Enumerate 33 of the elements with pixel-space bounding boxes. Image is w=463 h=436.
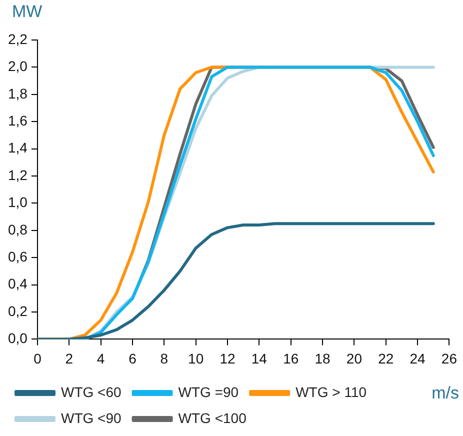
legend-label: WTG > 110 — [296, 384, 367, 400]
x-tick-label: 12 — [220, 350, 236, 366]
x-tick-label: 26 — [441, 350, 458, 366]
legend-label: WTG <90 — [61, 410, 122, 426]
x-tick-label: 4 — [96, 350, 105, 366]
y-tick-label: 1,6 — [8, 112, 28, 128]
x-tick-label: 14 — [251, 350, 268, 366]
x-tick-label: 10 — [188, 350, 204, 366]
y-tick-label: 2,0 — [8, 58, 28, 74]
y-tick-label: 0,4 — [8, 276, 28, 292]
y-tick-label: 0,6 — [8, 248, 28, 264]
legend-label: WTG <100 — [178, 410, 247, 426]
y-axis-title: MW — [12, 2, 42, 22]
x-tick-label: 16 — [283, 350, 299, 366]
x-tick-label: 2 — [65, 350, 74, 366]
x-tick-label: 6 — [128, 350, 137, 366]
x-tick-label: 24 — [410, 350, 426, 366]
y-tick-label: 1,0 — [8, 194, 28, 210]
x-tick-label: 22 — [378, 350, 394, 366]
legend-label: WTG <60 — [61, 384, 122, 400]
y-tick-label: 0,8 — [8, 221, 28, 238]
x-axis-title: m/s — [432, 383, 459, 402]
x-tick-label: 18 — [314, 350, 331, 366]
y-tick-label: 1,8 — [8, 85, 28, 102]
y-tick-label: 2,2 — [8, 30, 28, 47]
y-tick-label: 0,0 — [8, 330, 28, 346]
y-tick-label: 1,2 — [8, 166, 28, 183]
x-tick-label: 8 — [160, 350, 168, 366]
y-tick-label: 1,4 — [8, 140, 28, 156]
x-tick-label: 0 — [34, 350, 42, 366]
legend-label: WTG =90 — [178, 384, 239, 400]
x-tick-label: 20 — [346, 350, 362, 366]
y-tick-label: 0,2 — [8, 302, 28, 319]
